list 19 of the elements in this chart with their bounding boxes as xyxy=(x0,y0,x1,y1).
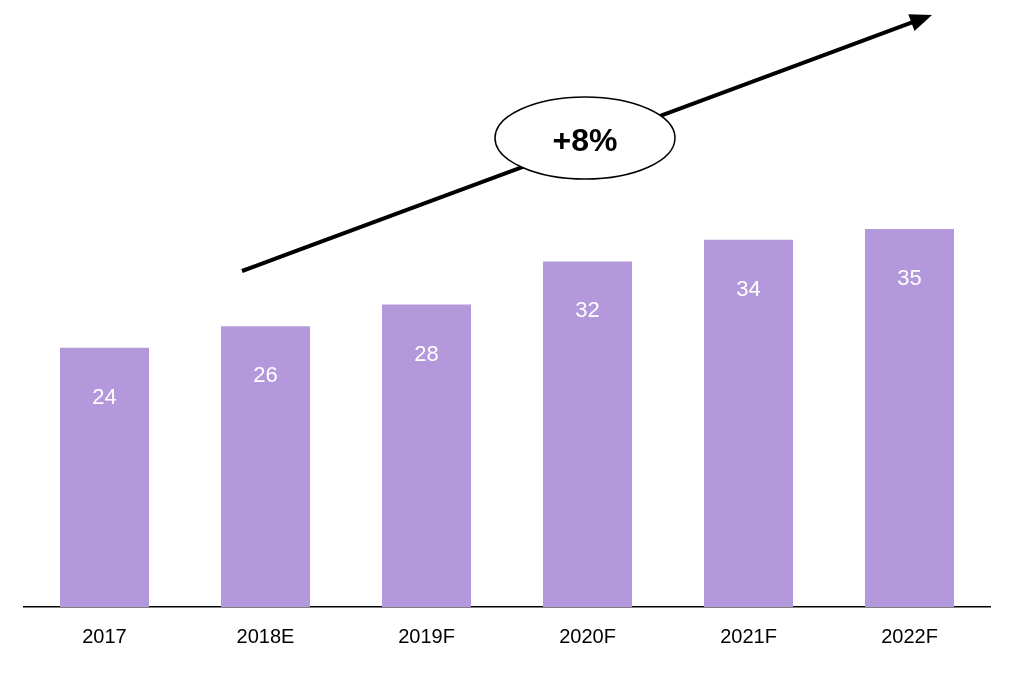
text: +8% xyxy=(551,120,619,160)
data-label: 24 xyxy=(92,383,117,409)
x-tick-label: 2019F xyxy=(398,624,455,647)
bar xyxy=(381,304,472,607)
x-tick-label: 2020F xyxy=(559,624,616,647)
bar xyxy=(703,239,794,607)
x-tick-label: 2018E xyxy=(236,624,295,647)
bar xyxy=(864,229,955,607)
data-label: 32 xyxy=(575,297,600,323)
data-label: 26 xyxy=(253,362,278,388)
bar xyxy=(220,326,311,607)
data-label: 28 xyxy=(414,340,439,366)
x-tick-label: 2017 xyxy=(82,624,127,647)
x-tick-label: 2021F xyxy=(720,624,777,647)
bar xyxy=(542,261,633,607)
x-tick-label: 2022F xyxy=(881,624,938,647)
data-label: 34 xyxy=(736,275,761,301)
bar xyxy=(59,347,150,607)
data-label: 35 xyxy=(897,265,922,291)
